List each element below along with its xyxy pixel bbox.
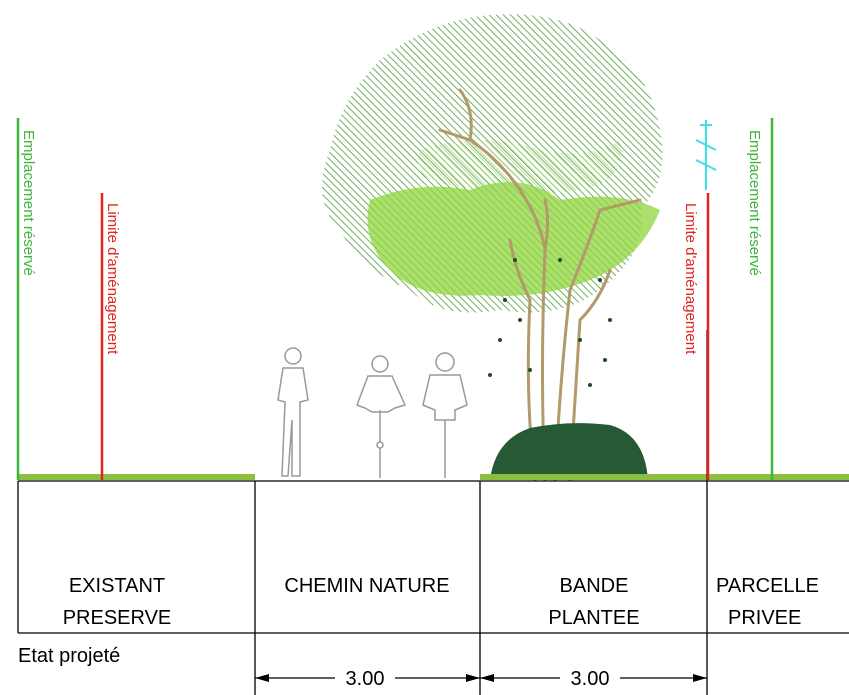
dimension-arrows — [255, 674, 707, 682]
dimension-label: 3.00 — [571, 668, 610, 690]
zone-label: CHEMIN NATURE — [284, 575, 449, 597]
zone-label: BANDE — [560, 575, 629, 597]
vertical-label: Emplacement réservé — [746, 130, 763, 276]
dimension-label: 3.00 — [346, 668, 385, 690]
vertical-label: Limite d'aménagement — [104, 203, 121, 355]
marker — [695, 120, 717, 190]
tree — [322, 14, 663, 482]
figures — [277, 347, 468, 478]
vertical-label: Limite d'aménagement — [682, 203, 699, 355]
grass — [480, 474, 849, 480]
zone-label: PRESERVE — [63, 607, 172, 629]
zone-label: PLANTEE — [548, 607, 639, 629]
zone-label: EXISTANT — [69, 575, 165, 597]
caption: Etat projeté — [18, 645, 120, 667]
vertical-label: Emplacement réservé — [20, 130, 37, 276]
zone-label: PARCELLE — [716, 575, 819, 597]
grass — [18, 474, 255, 480]
zone-label: PRIVEE — [728, 607, 801, 629]
